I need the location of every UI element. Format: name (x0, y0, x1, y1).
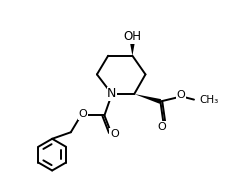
Text: CH₃: CH₃ (199, 95, 218, 105)
Text: N: N (107, 87, 117, 101)
Text: O: O (79, 109, 87, 119)
Text: O: O (110, 129, 119, 139)
Text: OH: OH (124, 30, 141, 43)
Polygon shape (134, 94, 161, 104)
Polygon shape (130, 44, 135, 56)
Text: O: O (157, 122, 166, 132)
Text: O: O (177, 90, 185, 100)
